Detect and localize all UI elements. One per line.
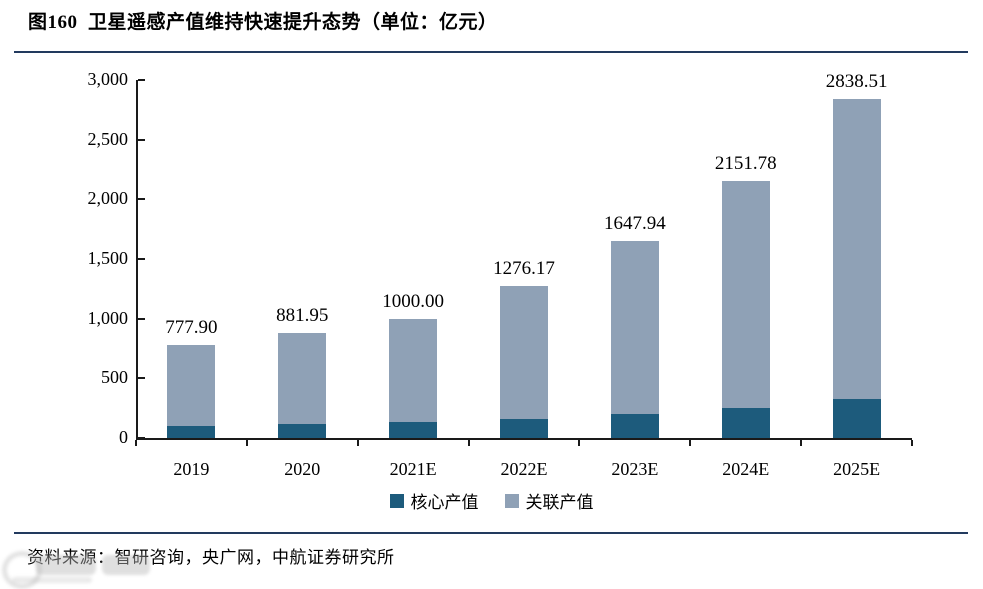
bar-segment-core xyxy=(610,413,659,438)
legend-item: 关联产值 xyxy=(504,488,594,513)
y-tick-label: 1,000 xyxy=(87,307,129,328)
bar-segment-related xyxy=(389,318,438,422)
y-tick xyxy=(138,377,145,380)
bar-total-label: 777.90 xyxy=(165,317,218,339)
bar-segment-related xyxy=(278,332,327,425)
bottom-divider xyxy=(14,532,968,534)
x-tick xyxy=(689,440,692,446)
x-tick xyxy=(467,440,470,446)
y-tick xyxy=(138,437,145,439)
legend-swatch-icon xyxy=(389,493,404,508)
chart-legend: 核心产值 关联产值 xyxy=(0,488,983,513)
x-tick xyxy=(135,440,137,446)
x-axis-line xyxy=(136,438,912,440)
y-tick xyxy=(138,317,145,320)
bar-segment-related xyxy=(500,285,548,420)
y-tick-label: 500 xyxy=(101,367,128,388)
chart-title: 图160 卫星遥感产值维持快速提升态势（单位：亿元） xyxy=(28,12,498,33)
bar-total-label: 2151.78 xyxy=(714,153,777,175)
x-category-label: 2024E xyxy=(722,459,770,479)
x-tick xyxy=(800,440,803,446)
bar-total-label: 2838.51 xyxy=(825,71,888,93)
bar-segment-related xyxy=(610,241,659,414)
y-axis-line xyxy=(136,80,138,440)
bar-segment-core xyxy=(389,421,438,438)
legend-swatch-icon xyxy=(504,493,519,508)
y-tick-label: 2,500 xyxy=(87,128,129,149)
legend-label: 核心产值 xyxy=(410,493,479,512)
x-category-label: 2020 xyxy=(284,459,321,479)
x-tick xyxy=(911,440,913,446)
y-tick xyxy=(138,138,145,141)
bar-total-label: 1276.17 xyxy=(493,257,555,279)
bar-total-label: 1647.94 xyxy=(603,213,666,235)
y-tick-label: 2,000 xyxy=(87,188,129,209)
x-category-label: 2022E xyxy=(500,459,548,479)
x-tick xyxy=(245,440,248,446)
x-tick xyxy=(578,440,581,446)
y-tick-label: 0 xyxy=(119,427,128,447)
legend-item: 核心产值 xyxy=(389,488,479,513)
bar-segment-core xyxy=(832,398,881,438)
bar-segment-related xyxy=(721,181,770,408)
source-note: 资料来源：智研咨询，央广网，中航证券研究所 xyxy=(27,548,395,567)
bar-segment-core xyxy=(167,426,216,438)
legend-label: 关联产值 xyxy=(525,493,594,512)
y-tick-label: 3,000 xyxy=(87,69,129,89)
y-tick-label: 1,500 xyxy=(87,248,129,268)
bar-segment-core xyxy=(500,419,548,438)
bar-total-label: 881.95 xyxy=(276,304,329,326)
bar-segment-core xyxy=(278,424,327,438)
y-tick xyxy=(138,79,145,81)
bar-segment-related xyxy=(167,345,216,427)
bar-segment-related xyxy=(832,99,881,399)
x-category-label: 2025E xyxy=(833,459,881,479)
bar-segment-core xyxy=(721,407,770,438)
watermark-glyph xyxy=(12,577,92,583)
y-tick xyxy=(138,198,145,201)
x-category-label: 2019 xyxy=(173,459,210,479)
x-category-label: 2021E xyxy=(389,459,437,479)
y-tick xyxy=(138,258,145,260)
x-tick xyxy=(356,440,359,446)
bar-total-label: 1000.00 xyxy=(382,290,445,312)
top-divider xyxy=(14,51,968,53)
x-category-label: 2023E xyxy=(611,459,659,479)
